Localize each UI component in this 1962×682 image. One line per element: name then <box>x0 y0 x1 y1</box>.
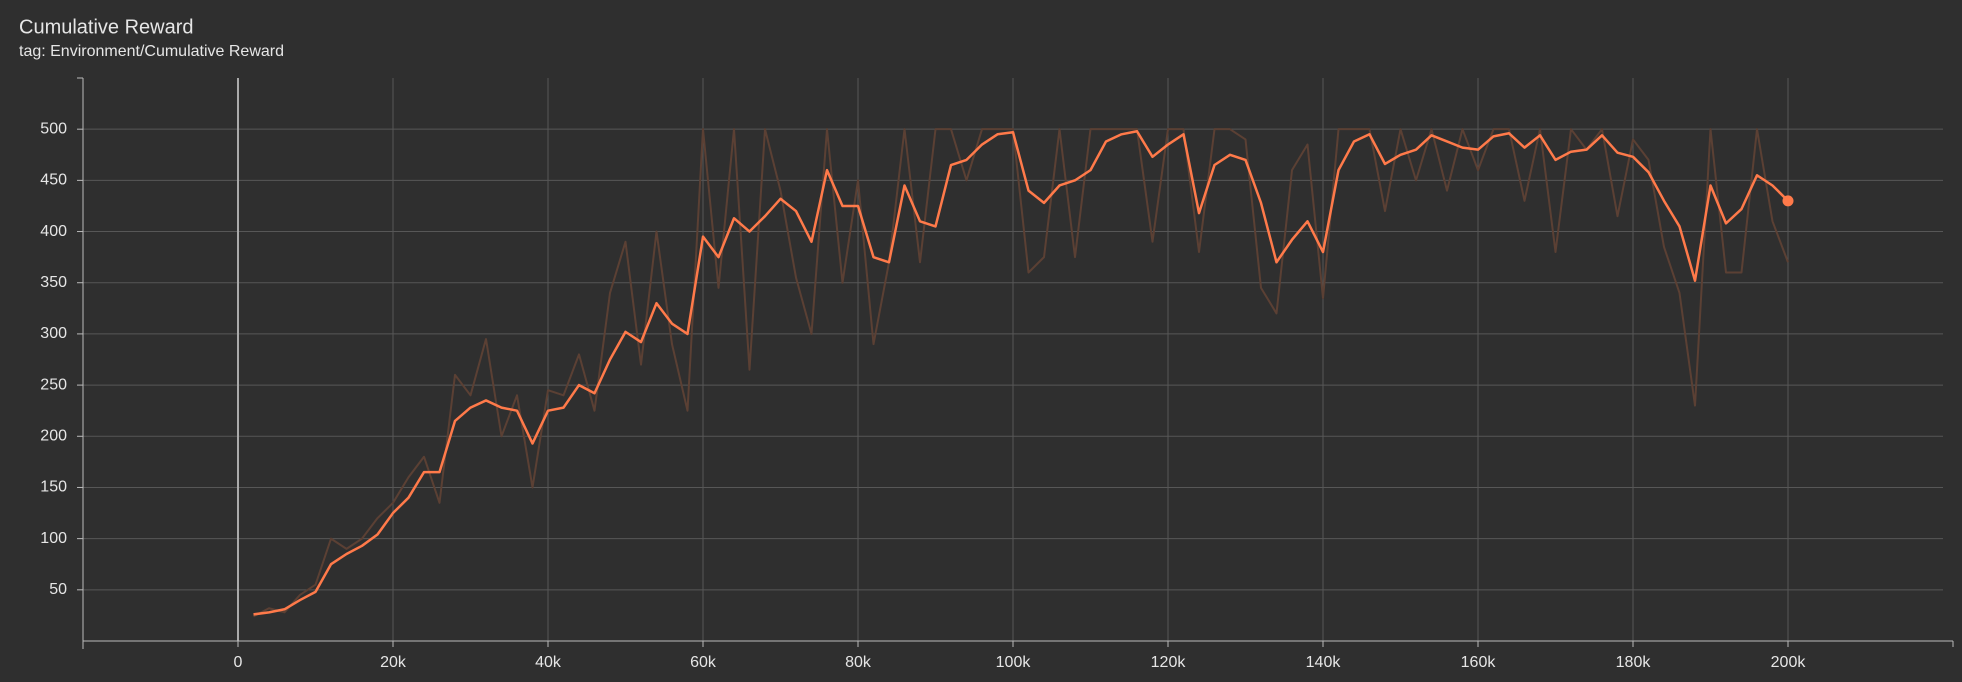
y-tick-label: 150 <box>40 479 67 496</box>
y-tick-label: 100 <box>40 530 67 547</box>
x-tick-label: 160k <box>1461 654 1497 671</box>
x-tick-label: 40k <box>535 654 562 671</box>
chart-title: Cumulative Reward <box>19 16 194 38</box>
x-tick-label: 0 <box>234 654 243 671</box>
x-tick-label: 200k <box>1771 654 1807 671</box>
y-tick-label: 200 <box>40 427 67 444</box>
x-tick-label: 20k <box>380 654 407 671</box>
smoothed-line <box>253 129 1789 616</box>
x-tick-label: 180k <box>1616 654 1652 671</box>
y-tick-label: 500 <box>40 120 67 137</box>
x-tick-label: 140k <box>1306 654 1342 671</box>
chart-subtitle: tag: Environment/Cumulative Reward <box>19 43 284 60</box>
x-tick-label: 60k <box>690 654 717 671</box>
y-tick-label: 450 <box>40 172 67 189</box>
y-tick-label: 350 <box>40 274 67 291</box>
last-point <box>1782 195 1794 207</box>
y-tick-label: 250 <box>40 376 67 393</box>
raw-line <box>253 128 1789 618</box>
y-tick-label: 50 <box>49 581 67 598</box>
x-tick-label: 100k <box>996 654 1032 671</box>
y-tick-label: 400 <box>40 223 67 240</box>
x-tick-label: 80k <box>845 654 872 671</box>
x-tick-label: 120k <box>1151 654 1187 671</box>
y-tick-label: 300 <box>40 325 67 342</box>
